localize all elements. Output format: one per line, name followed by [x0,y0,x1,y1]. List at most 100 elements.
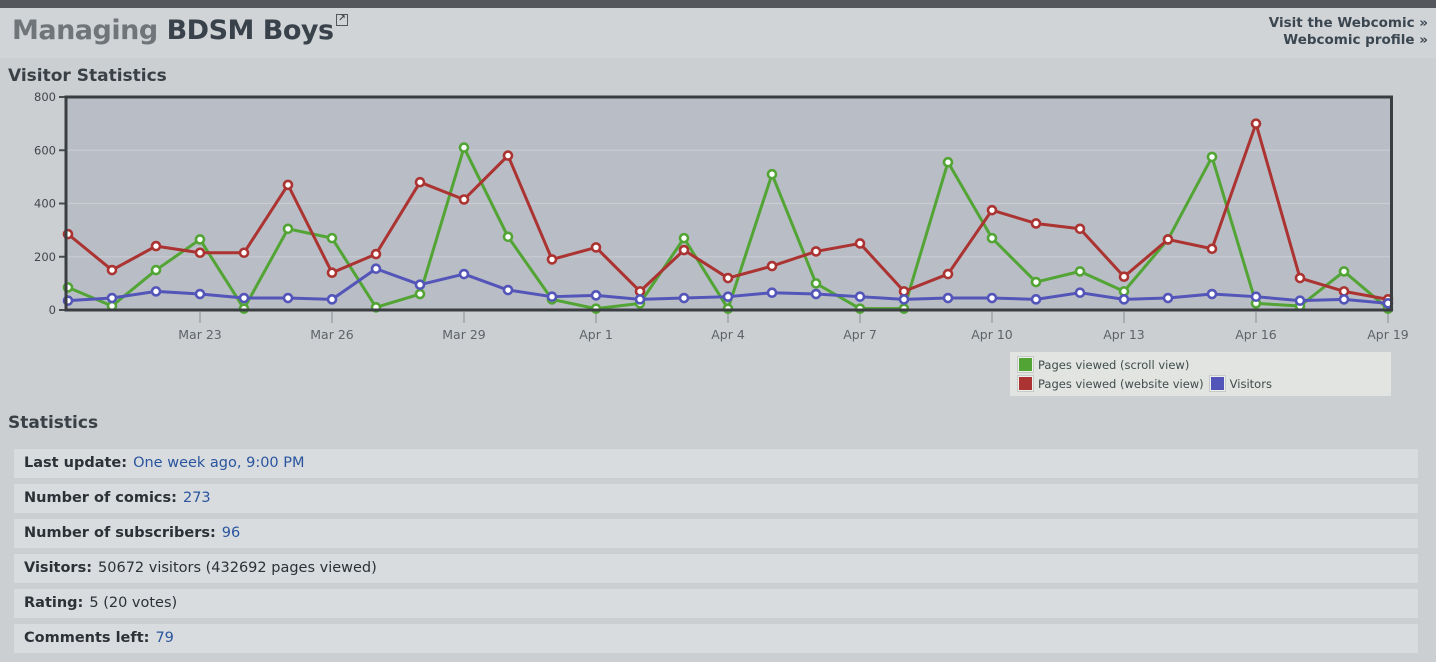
data-point [810,288,822,300]
data-point [1162,234,1174,245]
data-point [414,279,426,291]
y-tick-label: 600 [34,143,56,157]
data-point [1294,272,1306,284]
x-tick-label: Mar 23 [178,327,221,342]
legend-item-pages-viewed-website-view-: Pages viewed (website view) [1018,376,1204,391]
x-tick-label: Apr 10 [971,327,1013,342]
stat-value: 50672 visitors (432692 pages viewed) [98,560,377,576]
y-tick-label: 200 [34,250,56,264]
data-point [986,232,998,244]
y-tick-label: 800 [34,90,56,104]
stat-label: Visitors: [24,560,93,576]
data-point [546,291,558,302]
data-point [326,267,338,279]
page-title: Managing BDSM Boys ↗ [12,14,348,46]
statistics-table: Last update: One week ago, 9:00 PM Number … [14,449,1418,659]
data-point [1250,118,1262,129]
data-point [282,223,294,235]
stat-row-number-of-comics: Number of comics: 273 [14,484,1418,513]
page-title-name: BDSM Boys [166,15,335,46]
data-point [282,179,294,191]
data-point [1030,276,1042,288]
data-point [194,247,206,259]
data-point [986,204,998,216]
data-point [1030,218,1042,229]
page-title-prefix: Managing [12,15,158,46]
x-tick-label: Apr 16 [1235,327,1277,342]
stat-value[interactable]: 96 [221,525,241,541]
data-point [1162,292,1174,304]
legend-label: Visitors [1229,376,1272,391]
data-point [590,242,602,253]
data-point [854,291,866,302]
webcomic-profile-link[interactable]: Webcomic profile » [1283,32,1428,48]
data-point [238,247,250,259]
legend-label: Pages viewed (website view) [1038,376,1204,391]
data-point [238,292,250,304]
data-point [194,288,206,300]
data-point [722,291,734,302]
external-link-icon[interactable]: ↗ [335,14,348,26]
stat-row-visitors: Visitors: 50672 visitors (432692 pages vi… [14,554,1418,583]
stat-value[interactable]: 79 [155,630,174,646]
data-point [1250,291,1262,302]
data-point [546,254,558,265]
data-point [370,248,382,260]
x-tick-label: Apr 7 [843,327,877,342]
x-tick-label: Apr 13 [1103,327,1145,342]
data-point [106,264,118,276]
data-point [370,263,382,275]
data-point [590,290,602,301]
data-point [502,150,514,161]
data-point [150,264,162,276]
stat-row-rating: Rating: 5 (20 votes) [14,589,1418,618]
stat-row-comments-left: Comments left: 79 [14,624,1418,653]
plot-border [64,95,1393,312]
stat-value[interactable]: One week ago, 9:00 PM [133,455,305,471]
data-point [942,292,954,304]
stat-label: Last update: [24,455,128,471]
chart-legend: Pages viewed (scroll view) Pages viewed (… [1010,352,1391,396]
x-tick-label: Mar 29 [442,327,486,342]
visitor-statistics-heading: Visitor Statistics [8,66,167,86]
data-point [634,294,646,305]
legend-swatch [1018,357,1033,372]
stat-label: Comments left: [24,630,150,646]
stat-value[interactable]: 273 [182,490,211,506]
data-point [1294,295,1306,306]
x-tick-label: Apr 1 [579,327,613,342]
stat-row-last-update: Last update: One week ago, 9:00 PM [14,449,1418,478]
stat-value: 5 (20 votes) [89,595,178,611]
data-point [1338,294,1350,305]
legend-swatch [1018,376,1033,391]
stat-label: Rating: [24,595,84,611]
data-point [942,268,954,280]
data-point [502,284,514,296]
data-point [1206,288,1218,300]
data-point [1030,294,1042,305]
visit-webcomic-link[interactable]: Visit the Webcomic » [1268,15,1428,31]
data-point [766,260,778,272]
data-point [854,238,866,249]
data-point [414,288,426,300]
data-point [678,292,690,304]
data-point [1118,271,1130,283]
data-point [1074,287,1086,298]
x-tick-label: Apr 4 [711,327,745,342]
data-point [326,294,338,305]
data-point [678,244,690,256]
data-point [150,240,162,252]
legend-item-pages-viewed-scroll-view-: Pages viewed (scroll view) [1018,357,1189,372]
data-point [722,272,734,284]
data-point [458,268,470,280]
data-point [1206,151,1218,163]
data-point [1074,266,1086,277]
data-point [1206,243,1218,255]
data-point [766,287,778,298]
data-point [458,194,470,205]
stat-row-number-of-subscribers: Number of subscribers: 96 [14,519,1418,548]
series-visitors [62,263,1394,309]
data-point [898,294,910,305]
data-point [942,156,954,168]
